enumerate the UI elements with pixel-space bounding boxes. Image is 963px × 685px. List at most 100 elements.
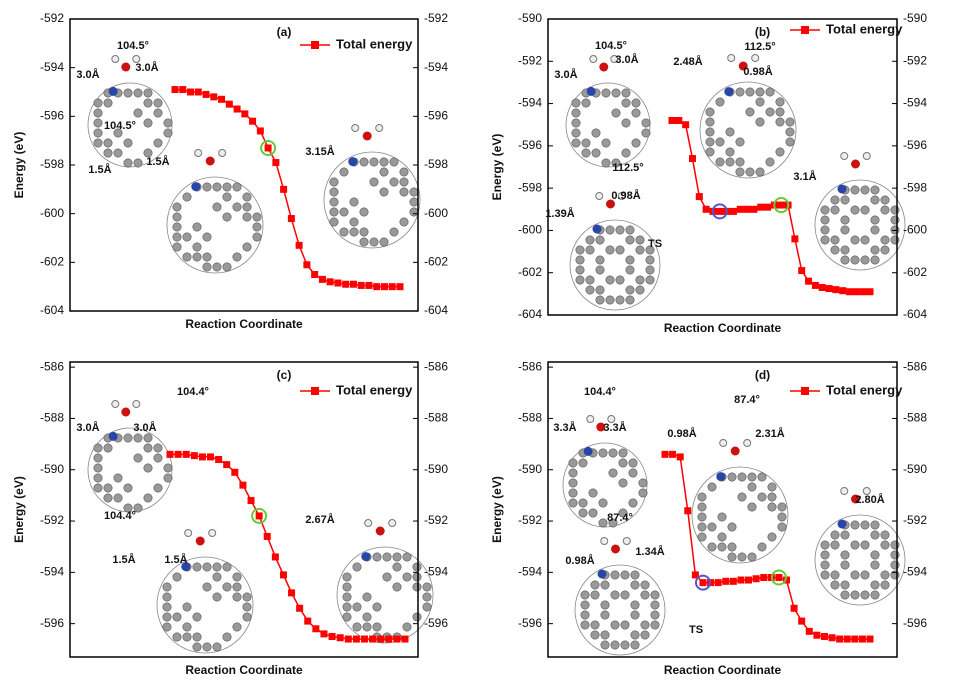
annotation: TS <box>648 238 662 250</box>
carbon-atom <box>725 127 735 137</box>
carbon-atom <box>329 207 339 217</box>
carbon-atom <box>580 620 590 630</box>
carbon-atom <box>735 167 745 177</box>
y2-tick-label: -598 <box>903 180 927 194</box>
carbon-atom <box>192 612 202 622</box>
legend-marker <box>801 26 809 34</box>
data-point <box>846 288 854 296</box>
carbon-atom <box>645 245 655 255</box>
carbon-atom <box>232 582 242 592</box>
cage-outline <box>699 81 797 179</box>
carbon-atom <box>212 202 222 212</box>
carbon-atom <box>840 225 850 235</box>
carbon-atom <box>172 222 182 232</box>
carbon-atom <box>870 550 880 560</box>
carbon-atom <box>628 458 638 468</box>
carbon-atom <box>890 550 900 560</box>
carbon-atom <box>600 580 610 590</box>
carbon-atom <box>830 235 840 245</box>
data-point <box>272 159 280 167</box>
carbon-atom <box>745 87 755 97</box>
carbon-atom <box>767 532 777 542</box>
carbon-atom <box>359 157 369 167</box>
carbon-atom <box>242 612 252 622</box>
carbon-atom <box>598 518 608 528</box>
carbon-atom <box>392 582 402 592</box>
carbon-atom <box>389 227 399 237</box>
carbon-atom <box>860 235 870 245</box>
carbon-atom <box>615 225 625 235</box>
carbon-atom <box>705 127 715 137</box>
carbon-atom <box>880 570 890 580</box>
y-tick-label: -594 <box>40 60 64 74</box>
cage-outline <box>691 466 789 564</box>
carbon-atom <box>580 590 590 600</box>
carbon-atom <box>820 205 830 215</box>
carbon-atom <box>640 620 650 630</box>
carbon-atom <box>369 177 379 187</box>
y-tick-label: -598 <box>518 180 542 194</box>
carbon-atom <box>620 620 630 630</box>
data-point <box>249 117 257 125</box>
molecule <box>691 439 789 564</box>
data-point <box>328 632 336 640</box>
carbon-atom <box>628 468 638 478</box>
carbon-atom <box>581 148 591 158</box>
annotation: 2.31Å <box>755 427 784 440</box>
carbon-atom <box>182 632 192 642</box>
oxygen-atom <box>596 422 606 432</box>
oxygen-atom <box>362 131 372 141</box>
carbon-atom <box>568 458 578 468</box>
carbon-atom <box>349 197 359 207</box>
annotation: 1.5Å <box>164 553 187 566</box>
carbon-atom <box>392 552 402 562</box>
y2-tick-label: -596 <box>903 616 927 630</box>
carbon-atom <box>123 433 133 443</box>
carbon-atom <box>349 217 359 227</box>
carbon-atom <box>840 580 850 590</box>
carbon-atom <box>339 227 349 237</box>
carbon-atom <box>775 107 785 117</box>
carbon-atom <box>153 138 163 148</box>
carbon-atom <box>635 275 645 285</box>
carbon-atom <box>641 128 651 138</box>
carbon-atom <box>93 128 103 138</box>
carbon-atom <box>143 118 153 128</box>
data-point <box>675 116 683 124</box>
carbon-atom <box>635 245 645 255</box>
data-point <box>231 468 239 476</box>
y-axis-label: Energy (eV) <box>12 132 26 199</box>
highlight-ring <box>694 574 711 591</box>
carbon-atom <box>232 182 242 192</box>
y2-tick-label: -594 <box>903 96 927 110</box>
carbon-atom <box>232 622 242 632</box>
carbon-atom <box>625 295 635 305</box>
carbon-atom <box>757 542 767 552</box>
y-tick-label: -592 <box>518 53 542 67</box>
carbon-atom <box>777 502 787 512</box>
y-tick-label: -594 <box>518 96 542 110</box>
nitrogen-atom <box>586 86 596 96</box>
carbon-atom <box>600 600 610 610</box>
carbon-atom <box>735 87 745 97</box>
carbon-atom <box>329 197 339 207</box>
carbon-atom <box>182 602 192 612</box>
carbon-atom <box>232 572 242 582</box>
annotation: 112.5° <box>744 41 775 53</box>
carbon-atom <box>860 185 870 195</box>
cage-outline <box>323 151 421 249</box>
data-point <box>729 207 737 215</box>
carbon-atom <box>212 562 222 572</box>
data-point <box>699 579 707 587</box>
annotation: 2.48Å <box>673 55 702 68</box>
highlight-ring <box>260 139 277 156</box>
y-axis-label: Energy (eV) <box>490 134 504 201</box>
carbon-atom <box>133 503 143 513</box>
carbon-atom <box>625 285 635 295</box>
carbon-atom <box>232 592 242 602</box>
carbon-atom <box>615 275 625 285</box>
legend-label: Total energy <box>336 382 413 397</box>
carbon-atom <box>618 458 628 468</box>
hydrogen-atom <box>132 400 141 408</box>
legend-label: Total energy <box>826 21 903 36</box>
